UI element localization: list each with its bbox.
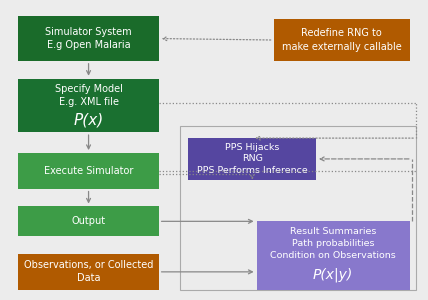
FancyBboxPatch shape bbox=[273, 19, 410, 61]
Text: P(x): P(x) bbox=[74, 113, 104, 128]
FancyBboxPatch shape bbox=[188, 138, 316, 180]
FancyBboxPatch shape bbox=[18, 206, 159, 236]
FancyBboxPatch shape bbox=[18, 153, 159, 189]
FancyBboxPatch shape bbox=[18, 16, 159, 61]
Text: Redefine RNG to
make externally callable: Redefine RNG to make externally callable bbox=[282, 28, 401, 52]
FancyBboxPatch shape bbox=[256, 221, 410, 290]
Text: PPS Hijacks
RNG
PPS Performs Inference: PPS Hijacks RNG PPS Performs Inference bbox=[197, 142, 308, 175]
Text: Output: Output bbox=[71, 216, 106, 226]
FancyBboxPatch shape bbox=[18, 254, 159, 290]
FancyBboxPatch shape bbox=[18, 79, 159, 132]
Text: Result Summaries
Path probabilities
Condition on Observations: Result Summaries Path probabilities Cond… bbox=[270, 227, 396, 260]
Text: P(x|y): P(x|y) bbox=[313, 267, 353, 282]
Bar bbox=[180, 126, 416, 290]
Text: Simulator System
E.g Open Malaria: Simulator System E.g Open Malaria bbox=[45, 27, 132, 50]
Text: Specify Model
E.g. XML file: Specify Model E.g. XML file bbox=[55, 84, 122, 107]
Text: Observations, or Collected
Data: Observations, or Collected Data bbox=[24, 260, 153, 283]
Text: Execute Simulator: Execute Simulator bbox=[44, 166, 133, 176]
